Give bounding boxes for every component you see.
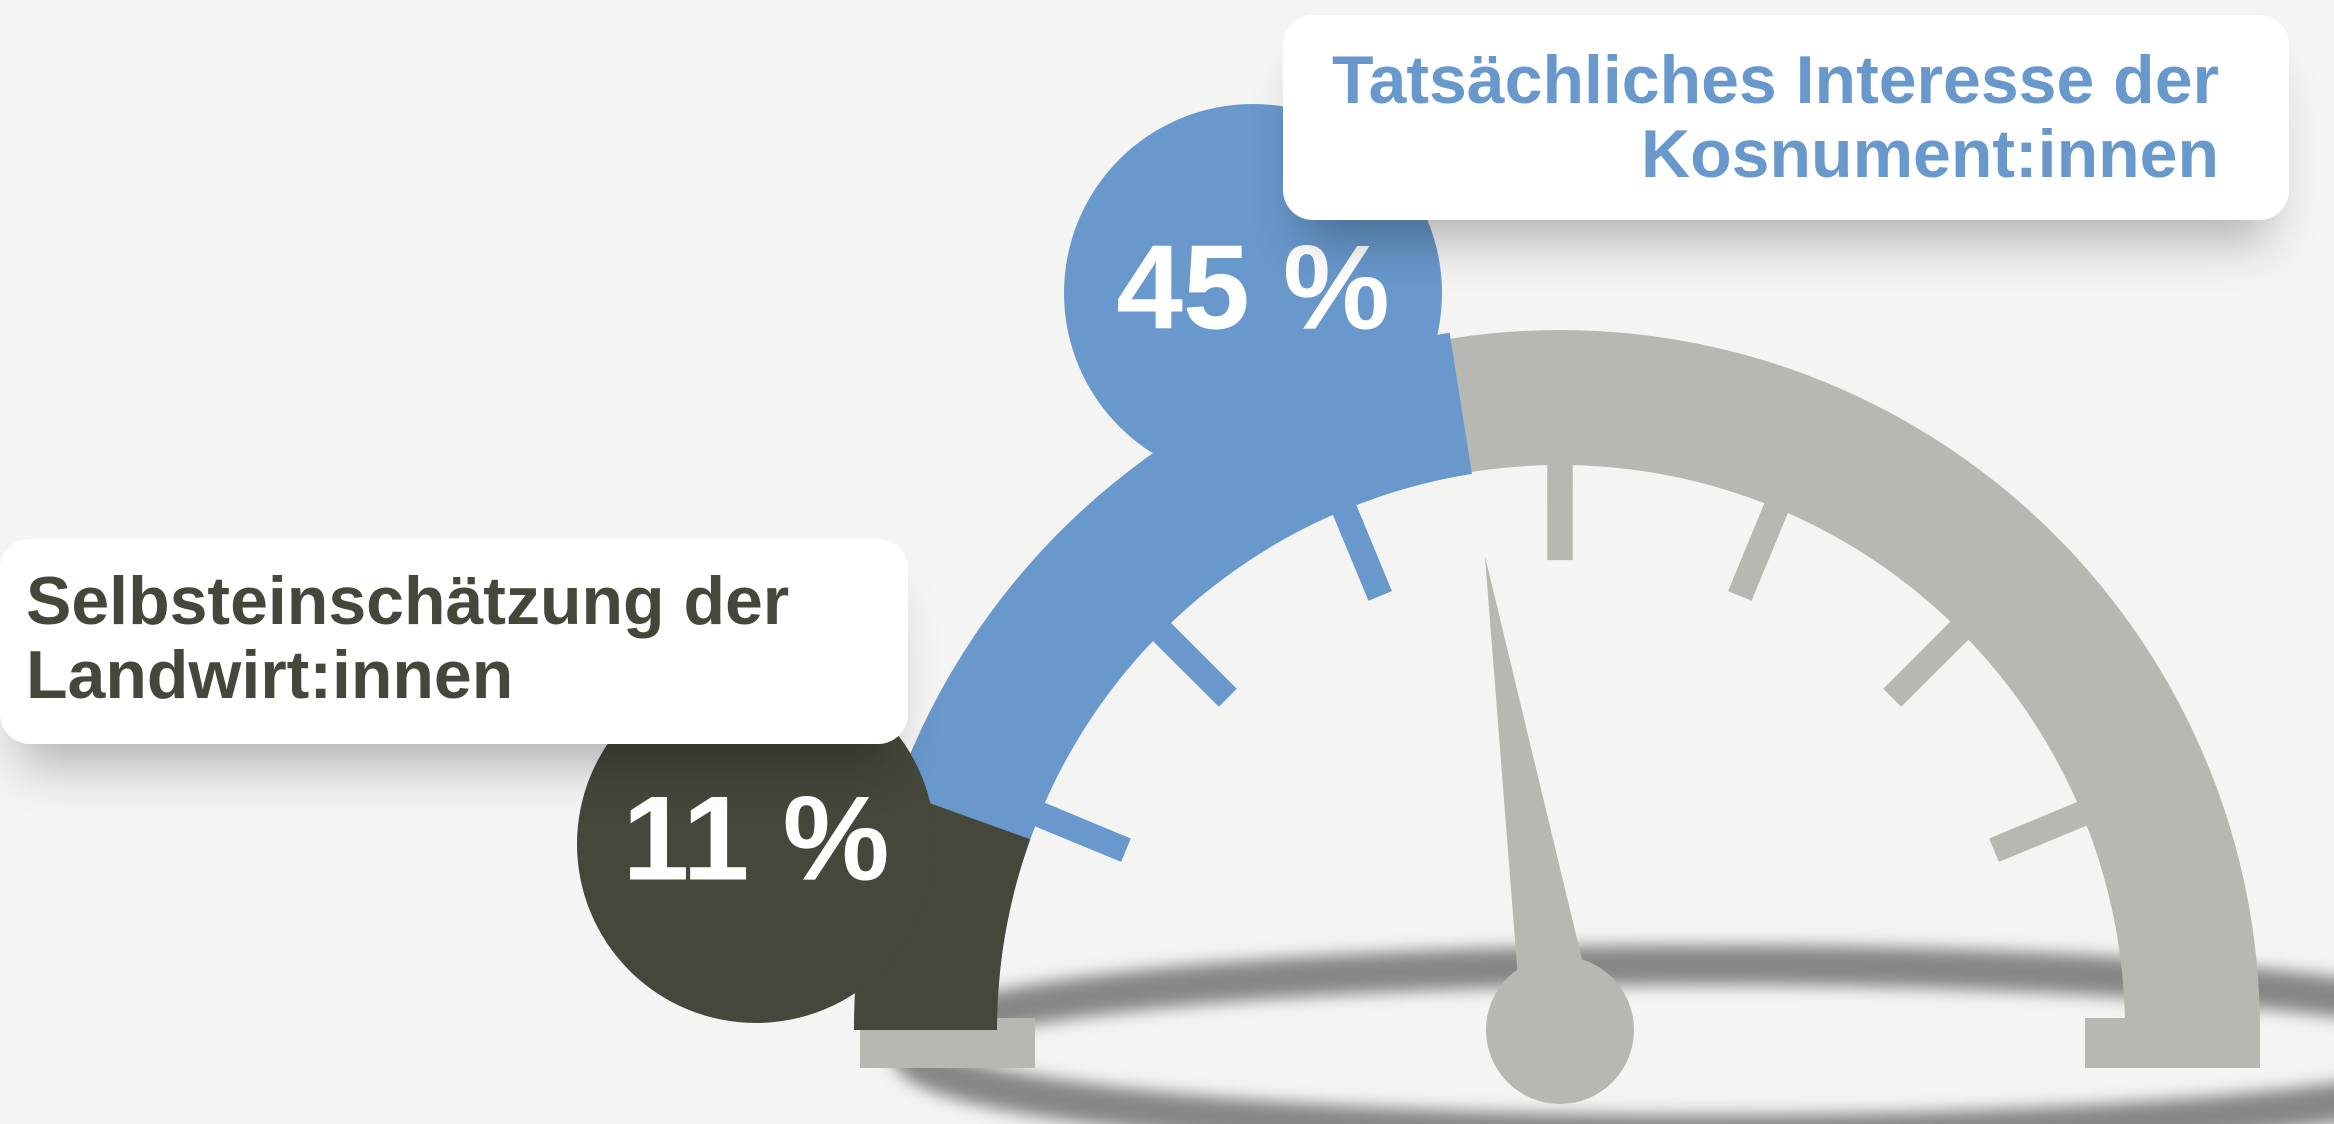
gauge-foot	[2085, 1018, 2260, 1068]
value-label: 11 %	[623, 772, 890, 906]
page: {"chart_data": {"type": "gauge", "ylim":…	[0, 0, 2334, 1124]
tick-mark	[1547, 463, 1573, 560]
tick-mark	[1031, 801, 1130, 862]
tick-mark	[1331, 501, 1392, 600]
tick-mark	[1728, 501, 1789, 600]
legend-entry: Selbsteinschätzung der Landwirt:innen	[0, 539, 908, 744]
value-label: 45 %	[1116, 221, 1390, 355]
tick-mark	[1883, 620, 1970, 707]
tick-mark	[1150, 620, 1237, 707]
needle-hub	[1486, 956, 1634, 1104]
legend-entry: Tatsächliches Interesse der Kosnument:in…	[1283, 15, 2289, 220]
tick-mark	[1989, 801, 2088, 862]
